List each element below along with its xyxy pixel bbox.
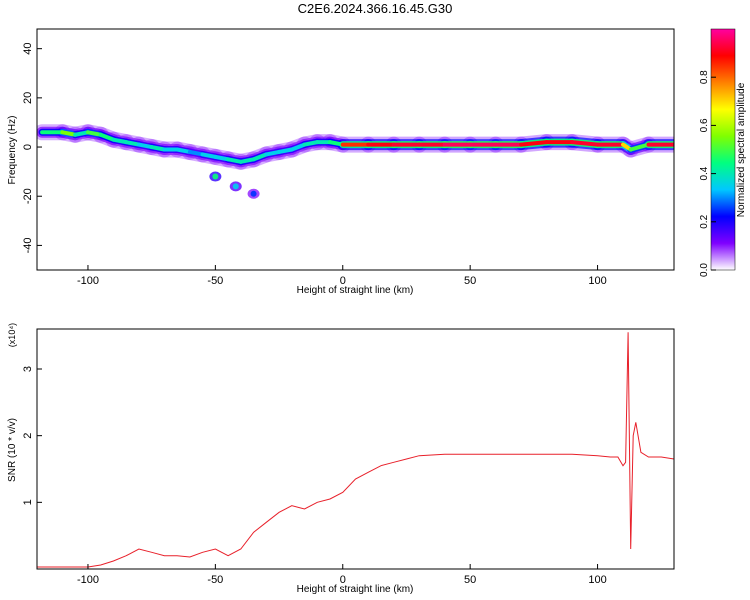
- spectrogram-x-tick-label: 100: [588, 275, 606, 287]
- spectrogram-x-axis-label: Height of straight line (km): [297, 285, 414, 296]
- snr-y-tick-label: 2: [22, 433, 34, 439]
- spectrogram-ridge-segment: [251, 152, 269, 162]
- spectrogram-blob-core: [212, 173, 219, 180]
- spectrogram-ridge-segment: [200, 152, 218, 159]
- colorbar-tick-label: 0.0: [699, 263, 710, 277]
- spectrogram-ridge-segment: [73, 130, 90, 137]
- spectrogram-ridge-segment: [628, 142, 651, 152]
- snr-x-tick-label: 50: [464, 574, 476, 586]
- snr-panel: -100 -50 0 50 100 1 2 3 Height of straight lin…: [7, 323, 675, 595]
- spectrogram-y-ticks: -40 -20 0 20 40: [22, 43, 42, 253]
- snr-x-tick-label: -100: [77, 574, 99, 586]
- spectrogram-ridge-segment: [289, 142, 307, 152]
- colorbar-tick-label: 0.6: [699, 118, 710, 132]
- snr-y-axis-label: SNR (10 * v/v): [7, 418, 18, 482]
- spectrogram-ridge-segment: [277, 147, 294, 154]
- spectrogram-y-axis-label: Frequency (Hz): [7, 116, 18, 185]
- spectrogram-x-tick-label: 50: [464, 275, 476, 287]
- spectrogram-x-tick-label: -50: [207, 275, 223, 287]
- snr-y-ticks: 1 2 3: [22, 366, 42, 505]
- spectrogram-ridge-segment: [175, 147, 192, 154]
- colorbar-label: Normalized spectral amplitude: [736, 82, 747, 217]
- snr-scale-label: (x10⁴): [7, 323, 17, 347]
- colorbar-ticks: 0.0 0.2 0.4 0.6 0.8: [699, 70, 716, 277]
- spectrogram-marks: [37, 124, 674, 199]
- snr-y-tick-label: 3: [22, 366, 34, 372]
- spectrogram-y-tick-label: -40: [22, 237, 34, 253]
- snr-x-ticks: -100 -50 0 50 100: [77, 564, 607, 586]
- spectrogram-y-tick-label: 40: [22, 43, 34, 55]
- spectrogram-ridge-segment: [570, 140, 600, 147]
- spectrogram-ridge-segment: [187, 149, 205, 157]
- spectrogram-ridge-segment: [85, 130, 103, 137]
- snr-y-tick-label: 1: [22, 499, 34, 505]
- spectrogram-ridge-segment: [60, 130, 78, 137]
- colorbar: 0.0 0.2 0.4 0.6 0.8 Normalized spectral ampl…: [699, 28, 747, 277]
- spectrogram-x-tick-label: -100: [77, 275, 99, 287]
- spectrogram-x-tick-label: 0: [340, 275, 346, 287]
- spectrogram-ridge-segment: [238, 157, 256, 164]
- spectrogram-ridge-segment: [328, 140, 345, 147]
- snr-series-line: [37, 332, 674, 568]
- spectrogram-blob-core: [232, 183, 239, 190]
- spectrogram-blob-core: [250, 190, 257, 197]
- page-title: C2E6.2024.366.16.45.G30: [297, 1, 453, 16]
- spectrogram-ridge-segment: [111, 137, 129, 145]
- spectrogram-x-ticks: -100 -50 0 50 100: [77, 265, 607, 287]
- spectrogram-ridge-segment: [213, 154, 231, 162]
- spectrogram-ridge-segment: [226, 157, 243, 164]
- snr-x-axis-label: Height of straight line (km): [297, 584, 414, 595]
- snr-x-tick-label: 100: [588, 574, 606, 586]
- spectrogram-ridge-segment: [124, 140, 141, 147]
- snr-x-tick-label: -50: [207, 574, 223, 586]
- spectrogram-y-tick-label: -20: [22, 188, 34, 204]
- snr-background: [37, 329, 674, 569]
- spectrogram-panel: -100 -50 0 50 100 -40 -20 0 20 40 Height of stra…: [7, 28, 675, 296]
- colorbar-tick-label: 0.2: [699, 214, 710, 228]
- spectrogram-y-tick-label: 0: [22, 144, 34, 150]
- spectrogram-ridge-segment: [302, 140, 320, 147]
- snr-frame: [36, 328, 675, 570]
- spectrogram-ridge-segment: [136, 142, 154, 150]
- colorbar-scale: [710, 28, 736, 271]
- colorbar-tick-label: 0.8: [699, 70, 710, 84]
- spectrogram-ridge-segment: [98, 132, 116, 142]
- snr-marks: [37, 332, 674, 568]
- snr-x-tick-label: 0: [340, 574, 346, 586]
- colorbar-tick-label: 0.4: [699, 166, 710, 180]
- spectrogram-frame: [36, 28, 675, 271]
- spectrogram-ridge-segment: [149, 145, 167, 152]
- spectrogram-y-tick-label: 20: [22, 92, 34, 104]
- spectrogram-ridge-segment: [519, 140, 549, 147]
- spectrogram-ridge-segment: [264, 149, 282, 157]
